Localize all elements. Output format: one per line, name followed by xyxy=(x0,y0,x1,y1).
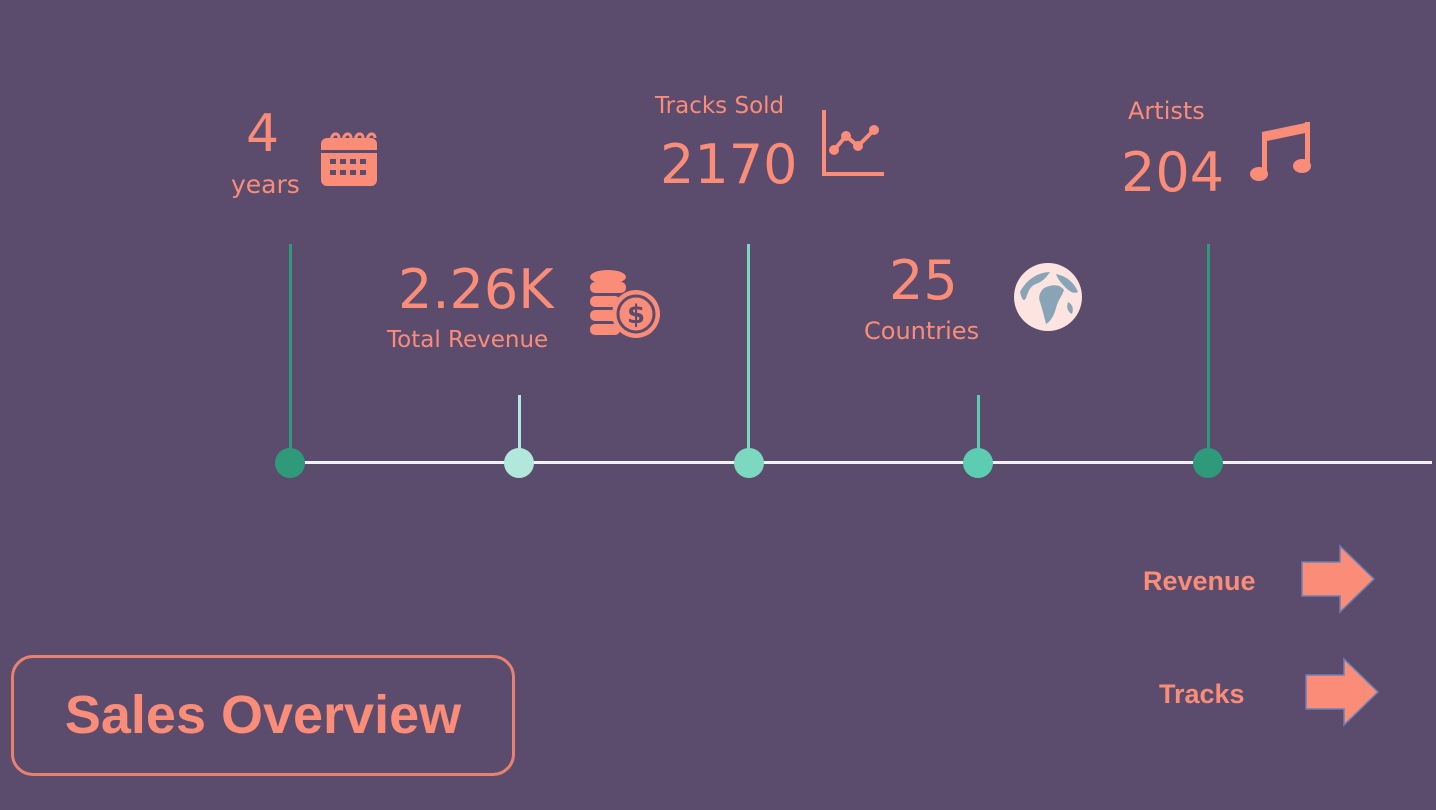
tracks-nav-label[interactable]: Tracks xyxy=(1159,679,1245,709)
timeline-stem-artists xyxy=(1207,244,1210,462)
line-chart-icon xyxy=(822,110,884,176)
timeline-dot-artists xyxy=(1193,448,1223,478)
timeline-line xyxy=(290,461,1432,464)
timeline-dot-countries xyxy=(963,448,993,478)
coins-dollar-icon: $ xyxy=(590,270,660,338)
artists-label: Artists xyxy=(1128,97,1205,125)
years-label: years xyxy=(231,170,300,199)
artists-value: 204 xyxy=(1121,141,1225,204)
timeline-dot-tracks xyxy=(734,448,764,478)
timeline-stem-tracks xyxy=(747,244,750,462)
timeline-dot-years xyxy=(275,448,305,478)
revenue-value: 2.26K xyxy=(398,258,554,321)
timeline-dot-revenue xyxy=(504,448,534,478)
globe-icon xyxy=(1014,263,1082,331)
timeline-stem-years xyxy=(289,244,292,462)
music-note-icon xyxy=(1250,122,1311,181)
countries-value: 25 xyxy=(889,249,958,312)
tracks-label: Tracks Sold xyxy=(655,93,785,119)
revenue-label: Total Revenue xyxy=(387,327,549,353)
page-title-box: Sales Overview xyxy=(11,655,515,776)
tracks-value: 2170 xyxy=(660,133,798,196)
svg-text:$: $ xyxy=(627,300,645,330)
timeline-stem-countries xyxy=(977,395,980,462)
years-value: 4 xyxy=(246,104,280,164)
timeline-stem-revenue xyxy=(518,395,521,462)
calendar-icon xyxy=(321,132,377,186)
page-title: Sales Overview xyxy=(64,685,462,745)
revenue-nav-label[interactable]: Revenue xyxy=(1143,566,1256,596)
tracks-nav-arrow-button[interactable] xyxy=(1304,657,1380,727)
countries-label: Countries xyxy=(864,317,980,345)
revenue-nav-arrow-button[interactable] xyxy=(1300,544,1376,614)
